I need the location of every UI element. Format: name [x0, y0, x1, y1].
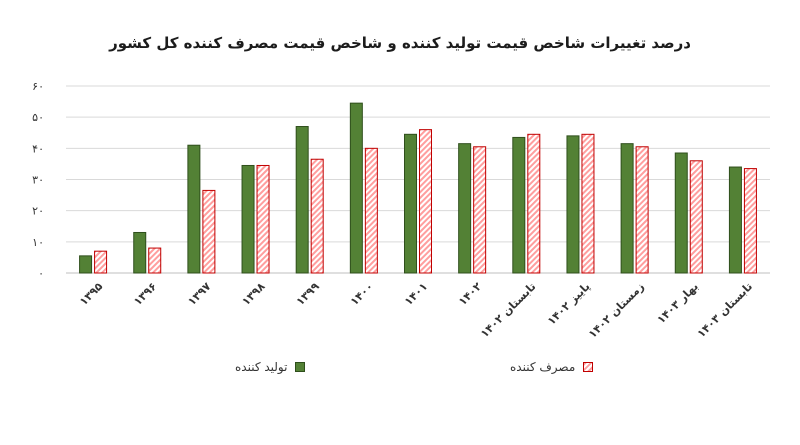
bar-consumer	[743, 168, 757, 274]
y-tick-label: ۳۰	[32, 174, 44, 187]
bar-consumer	[419, 129, 432, 274]
bar-consumer	[94, 250, 108, 274]
bar-producer	[295, 126, 309, 274]
legend: تولید کننده مصرف کننده	[0, 360, 800, 380]
bar-producer	[79, 255, 93, 274]
legend-item-consumer: مصرف کننده	[510, 360, 594, 374]
y-tick-label: ۴۰	[32, 142, 44, 155]
bar-consumer	[689, 160, 703, 274]
bar-producer	[728, 166, 742, 274]
legend-swatch-producer	[295, 362, 306, 372]
x-tick-label: ۱۴۰۰	[348, 280, 376, 308]
x-tick-label: زمستان ۱۴۰۲	[586, 280, 647, 341]
legend-label-consumer: مصرف کننده	[510, 360, 576, 374]
x-tick-label: بهار ۱۴۰۳	[655, 280, 701, 326]
y-tick-label: ۱۰	[32, 236, 44, 249]
legend-swatch-consumer	[583, 362, 594, 372]
bar-producer	[620, 143, 634, 274]
bar-producer	[404, 133, 417, 274]
x-tick-label: ۱۳۹۷	[185, 280, 213, 308]
legend-item-producer: تولید کننده	[235, 360, 306, 374]
gridlines	[66, 85, 770, 274]
bar-producer	[512, 136, 526, 274]
x-tick-label: ۱۳۹۹	[294, 280, 322, 308]
x-tick-label: تابستان ۱۴۰۲	[478, 280, 538, 340]
bar-consumer	[202, 189, 216, 274]
y-tick-label: ۵۰	[32, 111, 44, 124]
bar-consumer	[256, 164, 270, 274]
bar-producer	[241, 164, 255, 274]
y-tick-label: ۲۰	[32, 205, 44, 218]
bars	[79, 102, 757, 274]
bar-producer	[674, 152, 688, 274]
y-tick-label: ۶۰	[32, 80, 44, 93]
bar-consumer	[310, 158, 324, 274]
x-tick-label: ۱۳۹۵	[77, 280, 105, 308]
x-tick-label: ۱۳۹۶	[131, 280, 159, 308]
bar-producer	[133, 231, 147, 274]
legend-label-producer: تولید کننده	[235, 360, 288, 374]
bar-consumer	[527, 133, 541, 274]
bar-producer	[349, 102, 363, 274]
bar-producer	[458, 143, 472, 274]
bar-consumer	[635, 146, 649, 274]
x-tick-label: پاییز ۱۴۰۲	[545, 280, 593, 328]
bar-producer	[187, 144, 201, 274]
chart-title: درصد تغییرات شاخص قیمت تولید کننده و شاخ…	[109, 34, 691, 52]
y-tick-label: ۰	[38, 267, 44, 280]
bar-consumer	[148, 247, 162, 274]
x-tick-label: ۱۴۰۱	[402, 280, 430, 308]
x-tick-label: تابستان ۱۴۰۳	[695, 280, 755, 340]
x-tick-label: ۱۴۰۲	[456, 280, 484, 308]
bar-consumer	[364, 147, 378, 274]
bar-consumer	[473, 146, 487, 274]
bar-producer	[566, 135, 580, 274]
bar-consumer	[581, 133, 595, 274]
x-tick-label: ۱۳۹۸	[239, 280, 267, 308]
